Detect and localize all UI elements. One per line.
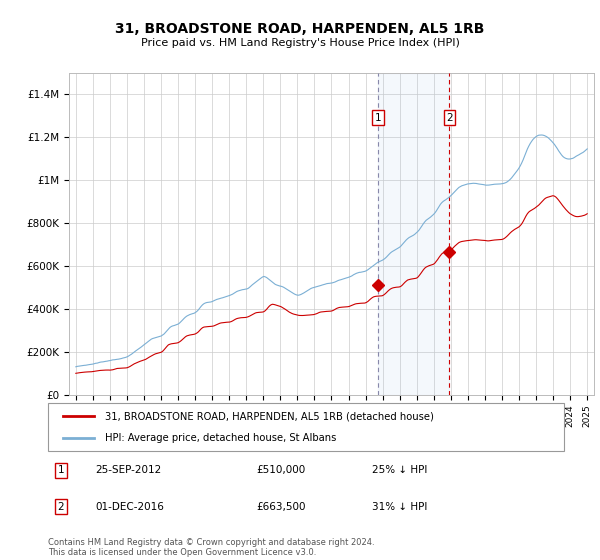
Text: £510,000: £510,000 <box>257 465 306 475</box>
Bar <box>379 73 449 395</box>
Text: 2: 2 <box>58 502 64 511</box>
Text: 2: 2 <box>446 113 453 123</box>
Text: 1: 1 <box>375 113 382 123</box>
Text: 31, BROADSTONE ROAD, HARPENDEN, AL5 1RB (detached house): 31, BROADSTONE ROAD, HARPENDEN, AL5 1RB … <box>105 411 434 421</box>
Text: 1: 1 <box>58 465 64 475</box>
Text: 31, BROADSTONE ROAD, HARPENDEN, AL5 1RB: 31, BROADSTONE ROAD, HARPENDEN, AL5 1RB <box>115 22 485 36</box>
Text: 01-DEC-2016: 01-DEC-2016 <box>95 502 164 511</box>
Text: Contains HM Land Registry data © Crown copyright and database right 2024.
This d: Contains HM Land Registry data © Crown c… <box>48 538 374 557</box>
Text: Price paid vs. HM Land Registry's House Price Index (HPI): Price paid vs. HM Land Registry's House … <box>140 38 460 48</box>
FancyBboxPatch shape <box>48 403 564 451</box>
Text: 31% ↓ HPI: 31% ↓ HPI <box>371 502 427 511</box>
Text: 25% ↓ HPI: 25% ↓ HPI <box>371 465 427 475</box>
Text: 25-SEP-2012: 25-SEP-2012 <box>95 465 161 475</box>
Text: £663,500: £663,500 <box>257 502 307 511</box>
Text: HPI: Average price, detached house, St Albans: HPI: Average price, detached house, St A… <box>105 433 336 443</box>
